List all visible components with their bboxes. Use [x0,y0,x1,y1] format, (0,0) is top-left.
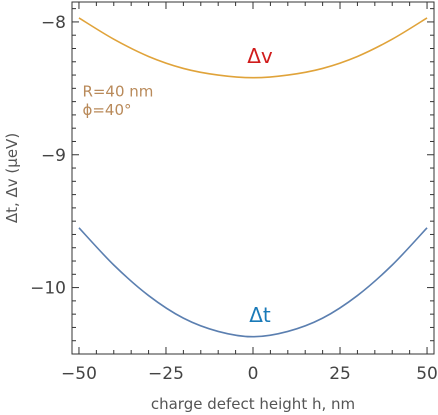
x-tick-label: −25 [148,364,184,384]
parameter-annotation: R=40 nm [82,82,153,100]
x-tick-label: 0 [248,364,259,384]
parameter-annotation: ϕ=40° [82,101,131,119]
series-line [78,227,428,338]
y-tick-label: −9 [41,146,66,166]
x-tick-label: 50 [416,364,438,384]
y-axis-title: Δt, Δv (μeV) [3,133,21,223]
annotation-layer: R=40 nmϕ=40° [82,82,153,119]
x-axis-title: charge defect height h, nm [151,395,355,413]
ticks: −50 −25 0 25 50 −10 −9 −8 [30,2,438,384]
series-label: Δt [249,303,271,327]
y-tick-label: −10 [30,279,66,299]
series-label: Δv [247,44,273,68]
y-tick-label: −8 [41,13,66,33]
x-tick-label: 25 [329,364,351,384]
series-layer: Δv Δt [78,17,428,338]
series-line [78,17,428,79]
x-tick-label: −50 [61,364,97,384]
